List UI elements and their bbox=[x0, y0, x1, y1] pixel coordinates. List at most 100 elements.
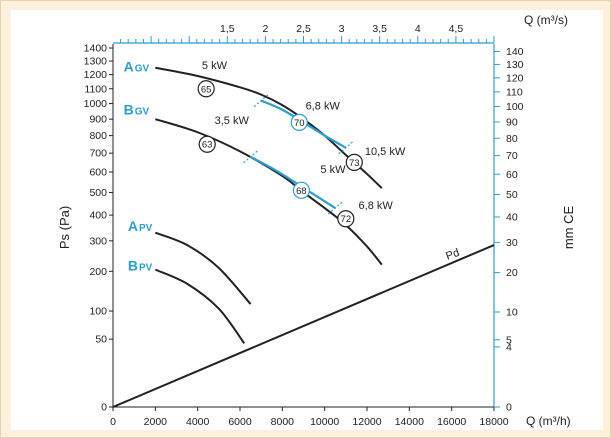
x-tick-label: 4000 bbox=[186, 416, 210, 428]
y-right-tick-label: 90 bbox=[506, 116, 518, 128]
y-tick-label: 1400 bbox=[84, 43, 108, 55]
noise-level-value: 63 bbox=[202, 140, 213, 151]
curve-label-letter: A bbox=[124, 58, 134, 74]
y-tick-label: 300 bbox=[89, 235, 107, 247]
noise-level-value: 68 bbox=[296, 186, 307, 197]
curve-label-letter: B bbox=[128, 257, 138, 273]
curve-label-letter: A bbox=[128, 218, 138, 234]
y-right-tick-label: 110 bbox=[506, 86, 523, 98]
segment-end-mark bbox=[338, 141, 354, 155]
series-line-b-pv bbox=[154, 268, 246, 344]
y-tick-label: 1200 bbox=[84, 69, 108, 81]
x-tick-label: 14000 bbox=[395, 416, 424, 428]
y-right-tick-label: 40 bbox=[506, 211, 518, 223]
x-top-tick-label: 1,5 bbox=[220, 23, 235, 35]
x-tick-label: 0 bbox=[110, 416, 116, 428]
series-line-gv-lower-blue bbox=[250, 155, 336, 209]
x-top-tick-label: 2 bbox=[262, 23, 268, 35]
y-right-tick-label: 20 bbox=[506, 267, 518, 279]
noise-level-circle bbox=[337, 210, 355, 228]
noise-level-circle bbox=[290, 113, 308, 131]
fan-performance-chart: 0501002003004005006007008009001000110012… bbox=[57, 13, 576, 428]
x-tick-label: 18000 bbox=[479, 416, 508, 428]
series-line-pd bbox=[112, 244, 495, 408]
y-right-tick-label: 4 bbox=[506, 341, 512, 353]
noise-level-value: 70 bbox=[294, 118, 305, 129]
x-tick-label: 2000 bbox=[144, 416, 168, 428]
curve-label: AGV bbox=[124, 58, 150, 74]
x-tick-label: 10000 bbox=[310, 416, 339, 428]
y-right-tick-label: 60 bbox=[506, 169, 518, 181]
y-right-tick-label: 120 bbox=[506, 72, 524, 84]
y-right-tick-label: 50 bbox=[506, 189, 518, 201]
y-right-axis-title: mm CE bbox=[561, 206, 576, 250]
y-tick-label: 400 bbox=[89, 210, 107, 222]
y-right-tick-label: 0 bbox=[506, 402, 512, 414]
curve-label: BPV bbox=[128, 257, 153, 273]
y-tick-label: 1300 bbox=[84, 56, 108, 68]
y-tick-label: 900 bbox=[89, 114, 107, 126]
y-right-tick-label: 130 bbox=[506, 59, 524, 71]
y-tick-label: 100 bbox=[89, 306, 107, 318]
y-right-tick-label: 100 bbox=[506, 101, 524, 113]
x-axis-unit: Q (m³/h) bbox=[526, 414, 571, 428]
chart-panel: 0 50 100 200 300 400 500 600 700 800 900 1000 1100 12… bbox=[11, 10, 603, 430]
y-tick-label: 800 bbox=[89, 130, 107, 142]
y-tick-label: 600 bbox=[89, 166, 107, 178]
x-tick-label: 6000 bbox=[228, 416, 252, 428]
x-top-tick-label: 2,5 bbox=[296, 23, 311, 35]
y-right-tick-label: 80 bbox=[506, 133, 518, 145]
x-tick-label: 8000 bbox=[271, 416, 295, 428]
power-label: 6,8 kW bbox=[306, 101, 341, 113]
power-label: 3,5 kW bbox=[215, 115, 250, 127]
power-label: 5 kW bbox=[202, 60, 228, 72]
x-top-tick-label: 3 bbox=[339, 23, 345, 35]
series-line-a-pv bbox=[154, 231, 252, 305]
y-tick-label: 200 bbox=[89, 266, 107, 278]
series-line-b-gv bbox=[155, 118, 383, 266]
noise-level-circle bbox=[345, 153, 363, 171]
pd-label: Pd bbox=[444, 247, 461, 263]
y-tick-label: 50 bbox=[95, 334, 107, 346]
noise-level-circle bbox=[197, 80, 215, 98]
power-label: 10,5 kW bbox=[365, 146, 406, 158]
power-label: 5 kW bbox=[320, 164, 346, 176]
y-right-tick-label: 140 bbox=[506, 46, 524, 58]
noise-level-value: 72 bbox=[341, 214, 352, 225]
curve-label-sub: GV bbox=[135, 107, 150, 118]
noise-level-circle bbox=[198, 135, 216, 153]
noise-level-circle bbox=[292, 181, 310, 199]
y-right-tick-label: 10 bbox=[506, 306, 518, 318]
x-top-tick-label: 3,5 bbox=[372, 23, 387, 35]
curve-label: APV bbox=[128, 218, 153, 234]
curve-label-sub: GV bbox=[135, 63, 150, 74]
curve-label-letter: B bbox=[124, 102, 134, 118]
x-tick-label: 12000 bbox=[352, 416, 381, 428]
y-axis-title: Ps (Pa) bbox=[57, 206, 72, 249]
segment-end-mark bbox=[253, 94, 269, 108]
x-tick-label: 16000 bbox=[437, 416, 466, 428]
x-top-axis-unit: Q (m³/s) bbox=[524, 13, 568, 27]
series-line-a-gv bbox=[155, 66, 383, 189]
y-tick-label: 0 bbox=[101, 402, 107, 414]
axes-group: 0501002003004005006007008009001000110012… bbox=[57, 13, 576, 428]
y-tick-label: 500 bbox=[89, 187, 107, 199]
noise-level-value: 73 bbox=[349, 158, 360, 169]
power-label: 6,8 kW bbox=[359, 200, 394, 212]
y-right-tick-label: 5 bbox=[506, 334, 512, 346]
noise-level-value: 65 bbox=[201, 84, 212, 95]
y-tick-label: 700 bbox=[89, 148, 107, 160]
curve-label-sub: PV bbox=[139, 262, 153, 273]
x-top-tick-label: 4 bbox=[415, 23, 421, 35]
y-tick-label: 1100 bbox=[84, 83, 107, 95]
x-top-tick-label: 4,5 bbox=[449, 23, 464, 35]
y-right-tick-label: 70 bbox=[506, 150, 518, 162]
y-right-tick-label: 30 bbox=[506, 237, 518, 249]
curve-label-sub: PV bbox=[139, 223, 153, 234]
segment-end-mark bbox=[243, 150, 258, 164]
y-tick-label: 1000 bbox=[84, 98, 108, 110]
curve-label: BGV bbox=[124, 102, 150, 118]
segment-end-mark bbox=[327, 201, 343, 215]
